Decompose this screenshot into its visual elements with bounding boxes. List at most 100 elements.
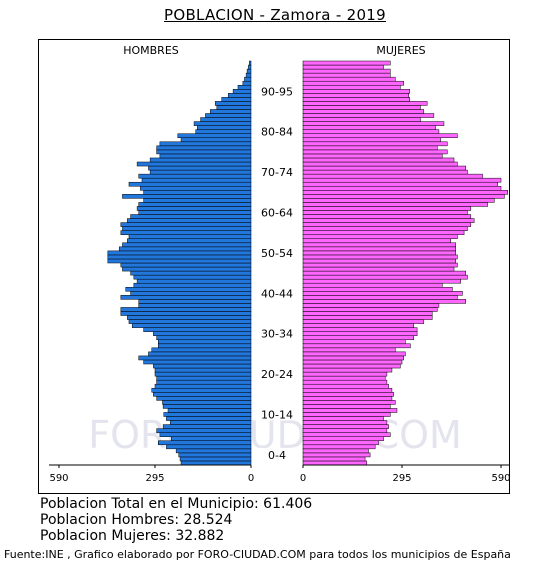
age-group-label: 30-34: [261, 328, 293, 341]
male-bar: [133, 274, 252, 280]
male-bar: [141, 177, 252, 183]
male-bar: [131, 323, 252, 328]
male-bar: [107, 258, 252, 264]
female-bar: [302, 210, 468, 215]
chart-frame: FORO-CIUDAD.COM HOMBRES MUJERES 0-4 10-14 20-…: [38, 39, 511, 494]
male-bar: [151, 387, 252, 393]
female-bar: [302, 311, 433, 316]
female-bar: [302, 121, 445, 126]
female-bar: [302, 76, 396, 82]
male-bar: [148, 165, 252, 171]
female-bar: [302, 408, 398, 413]
male-bar: [127, 238, 252, 244]
female-bar: [302, 428, 388, 433]
female-bar: [302, 246, 456, 252]
male-bar: [205, 113, 252, 118]
female-bar: [302, 274, 468, 280]
female-bar: [302, 230, 465, 235]
male-bar: [138, 355, 252, 361]
female-bar: [302, 133, 458, 139]
female-bar: [302, 359, 403, 365]
male-bar: [248, 64, 252, 70]
female-bar: [302, 93, 409, 98]
male-bar: [130, 270, 252, 276]
male-bar: [221, 97, 252, 102]
age-label-backing: [253, 124, 301, 138]
female-bar: [302, 262, 458, 268]
male-bar: [153, 363, 252, 369]
male-bar: [177, 133, 252, 139]
hombres-header: HOMBRES: [123, 44, 179, 57]
female-bar: [302, 153, 443, 159]
male-bar: [159, 141, 252, 147]
male-bar: [151, 347, 252, 353]
female-bar: [302, 129, 440, 134]
female-bar: [302, 456, 366, 462]
male-bar: [246, 68, 252, 74]
male-bar: [162, 404, 252, 409]
male-bar: [179, 456, 252, 462]
female-bar: [302, 278, 461, 284]
female-bar: [302, 169, 468, 175]
x-tick-label-mujeres: 590: [491, 473, 510, 484]
male-bar: [122, 226, 252, 231]
male-bar: [193, 121, 252, 126]
female-bar: [302, 420, 388, 425]
stat-mujeres: Poblacion Mujeres: 32.882: [40, 528, 225, 544]
female-bar: [302, 60, 391, 66]
male-bar: [242, 80, 252, 86]
female-bar: [302, 319, 425, 324]
female-bar: [302, 181, 498, 187]
female-bar: [302, 250, 456, 256]
male-bar: [159, 432, 252, 437]
female-bar: [302, 404, 391, 409]
age-label-backing: [253, 286, 301, 300]
female-bar: [302, 392, 394, 397]
female-bar: [302, 444, 376, 450]
female-bar: [302, 282, 443, 288]
male-bar: [107, 250, 252, 256]
male-bar: [120, 222, 252, 227]
male-bar: [143, 198, 252, 203]
female-bar: [302, 331, 418, 336]
male-bar: [138, 173, 252, 179]
male-bar: [128, 234, 252, 240]
female-bar: [302, 383, 389, 389]
male-bar: [156, 428, 252, 433]
male-bar: [195, 129, 252, 134]
female-bar: [302, 137, 441, 143]
male-bar: [148, 351, 252, 357]
male-bar: [130, 214, 252, 219]
male-bar: [214, 101, 252, 106]
age-label-backing: [253, 407, 301, 421]
male-bar: [175, 448, 252, 454]
female-bar: [302, 72, 391, 78]
female-bar: [302, 343, 411, 349]
male-bar: [245, 72, 252, 78]
female-bar: [302, 214, 472, 219]
female-bar: [302, 303, 440, 308]
female-bar: [302, 270, 467, 276]
age-label-backing: [253, 165, 301, 179]
female-bar: [302, 412, 391, 417]
male-bar: [118, 246, 252, 252]
female-bar: [302, 97, 410, 102]
x-tick-label-mujeres: 295: [392, 473, 411, 484]
age-label-backing: [253, 84, 301, 98]
male-bar: [156, 379, 252, 385]
female-bar: [302, 323, 414, 328]
mujeres-header: MUJERES: [376, 44, 425, 57]
female-bar: [302, 113, 435, 118]
age-label-backing: [253, 447, 301, 461]
female-bar: [302, 307, 438, 312]
male-bar: [143, 327, 252, 332]
male-bar: [237, 84, 252, 90]
source-note: Fuente:INE , Grafico elaborado por FORO-…: [4, 548, 511, 561]
male-bar: [153, 331, 252, 336]
female-bar: [302, 101, 428, 106]
female-bar: [302, 295, 458, 300]
female-bar: [302, 351, 406, 357]
age-label-backing: [253, 326, 301, 340]
stat-total: Poblacion Total en el Municipio: 61.406: [40, 496, 313, 512]
age-label-backing: [253, 205, 301, 219]
